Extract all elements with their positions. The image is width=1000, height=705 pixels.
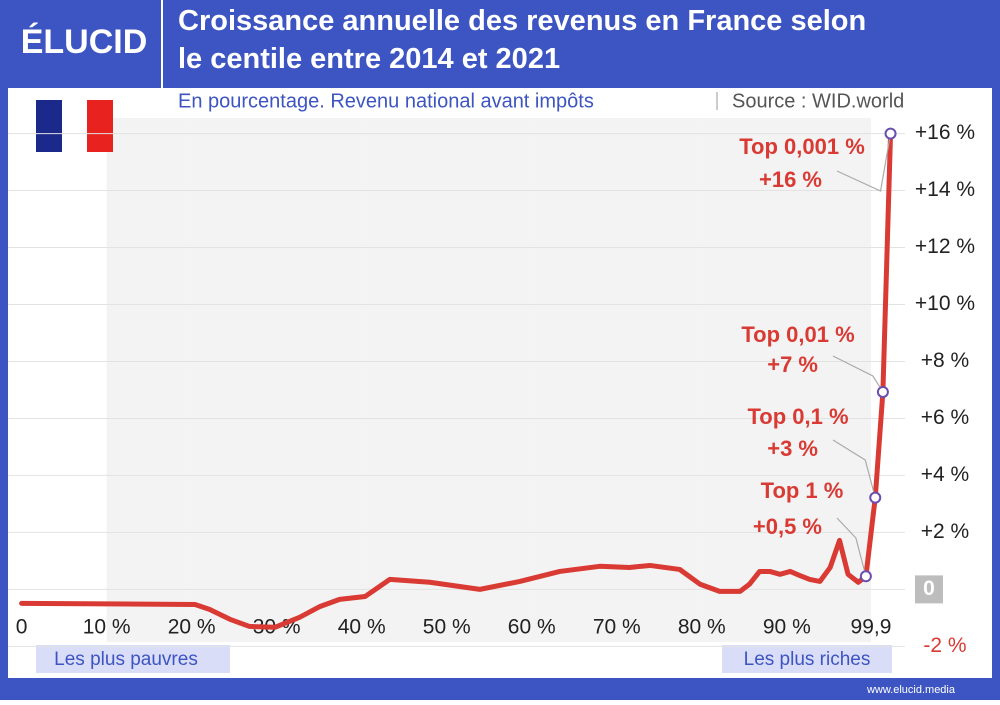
band — [106, 118, 192, 642]
band — [531, 118, 702, 642]
subtitle: En pourcentage. Revenu national avant im… — [178, 90, 594, 112]
band — [361, 118, 532, 642]
x-tick-label: 99,9 — [851, 616, 892, 639]
leader — [836, 517, 867, 577]
zero-box — [915, 575, 943, 604]
annotation-label: +16 % — [759, 167, 822, 192]
point — [884, 127, 897, 140]
annotation-label: +7 % — [767, 352, 818, 377]
y-tick-label: +4 % — [921, 463, 969, 486]
y-tick-label: +8 % — [921, 349, 969, 372]
source: Source : WID.world — [732, 90, 904, 112]
y-tick-label: +16 % — [915, 121, 975, 144]
annotation-name: Top 0,001 % — [739, 134, 865, 159]
right-label: Les plus riches — [744, 649, 871, 670]
point — [876, 385, 889, 398]
flag-red — [87, 100, 113, 152]
line — [19, 131, 894, 630]
annotation-name: Top 0,01 % — [741, 322, 854, 347]
point — [859, 570, 872, 583]
y-tick-label: +6 % — [921, 406, 969, 429]
y-tick-label: +14 % — [915, 178, 975, 201]
chart-title: Croissance annuelle des revenus en Franc… — [178, 5, 866, 75]
x-tick-label: 40 % — [338, 616, 386, 639]
band — [191, 118, 362, 642]
x-tick-label: 90 % — [763, 616, 811, 639]
y-tick-label: 0 — [923, 577, 935, 600]
x-tick-label: 80 % — [678, 616, 726, 639]
x-tick-label: 60 % — [508, 616, 556, 639]
leader — [832, 355, 884, 393]
leader — [832, 439, 876, 498]
annotation-label: +3 % — [767, 436, 818, 461]
left-label-box — [36, 645, 230, 673]
flag-blue — [36, 100, 62, 152]
point — [869, 491, 882, 504]
right-label-box — [722, 645, 892, 673]
x-tick-label: 20 % — [168, 616, 216, 639]
x-tick-label: 70 % — [593, 616, 641, 639]
annotation-name: Top 0,1 % — [747, 404, 848, 429]
leader — [836, 133, 892, 192]
footer: www.elucid.media — [866, 684, 956, 696]
brand: ÉLUCID — [21, 23, 148, 61]
y-tick-label: +10 % — [915, 292, 975, 315]
x-tick-label: 10 % — [83, 616, 131, 639]
x-tick-label: 0 — [16, 616, 28, 639]
annotation-name: Top 1 % — [761, 478, 844, 503]
y-tick-label: -2 % — [923, 634, 966, 657]
annotation-label: +0,5 % — [753, 514, 822, 539]
left-label: Les plus pauvres — [54, 649, 198, 670]
y-tick-label: +12 % — [915, 235, 975, 258]
x-tick-label: 50 % — [423, 616, 471, 639]
y-tick-label: +2 % — [921, 520, 969, 543]
